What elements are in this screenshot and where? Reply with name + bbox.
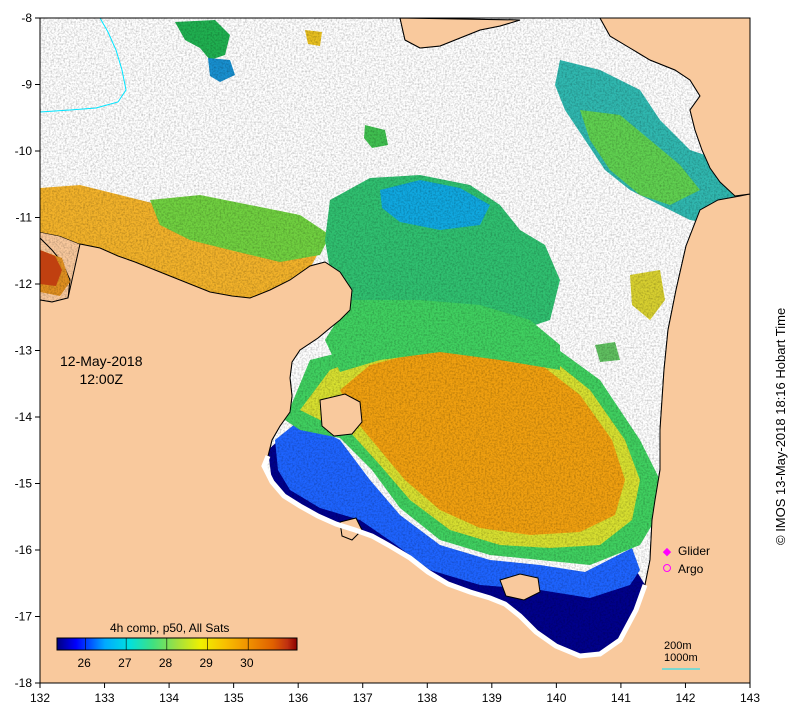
colorbar-tick-label: 29 <box>199 656 213 670</box>
x-tick-label: 143 <box>740 691 760 705</box>
y-tick-label: -11 <box>16 211 33 225</box>
y-tick-label: -14 <box>15 410 33 424</box>
y-tick-label: -8 <box>21 11 32 25</box>
x-axis: 132 133 134 135 136 137 138 139 140 141 142 143 <box>30 683 760 705</box>
coastal-shelf-band <box>261 455 648 659</box>
y-axis: -8 -9 -10 -11 -12 -13 -14 -15 -16 -17 -18 <box>15 11 40 690</box>
legend-label-argo: Argo <box>678 562 704 576</box>
legend: ◆ Glider ⭘ Argo <box>660 542 710 578</box>
land-mask-mornington <box>499 573 541 601</box>
legend-item-glider: ◆ Glider <box>660 542 710 560</box>
x-tick-label: 137 <box>353 691 373 705</box>
colorbar <box>56 637 298 651</box>
date-label: 12-May-2018 12:00Z <box>60 352 143 388</box>
y-tick-label: -16 <box>15 543 33 557</box>
y-tick-label: -10 <box>15 144 33 158</box>
y-tick-label: -17 <box>15 610 33 624</box>
x-tick-label: 138 <box>417 691 437 705</box>
y-tick-label: -18 <box>15 676 33 690</box>
legend-item-argo: ⭘ Argo <box>660 560 710 578</box>
x-tick-label: 133 <box>95 691 115 705</box>
land-mask-ng <box>399 18 521 49</box>
credit-text: © IMOS 13-May-2018 18:16 Hobart Time <box>773 307 788 545</box>
land-mask-cape <box>599 18 750 197</box>
x-tick-label: 134 <box>159 691 179 705</box>
legend-label-glider: Glider <box>678 544 711 558</box>
circle-icon: ⭘ <box>662 562 672 575</box>
x-tick-label: 132 <box>30 691 50 705</box>
diamond-icon: ◆ <box>662 545 672 558</box>
colorbar-title: 4h comp, p50, All Sats <box>110 621 230 635</box>
x-tick-label: 140 <box>546 691 566 705</box>
scale-1000: 1000m <box>664 652 698 664</box>
y-tick-label: -12 <box>15 277 33 291</box>
x-tick-label: 142 <box>675 691 695 705</box>
y-tick-label: -9 <box>21 78 32 92</box>
colorbar-tick-label: 26 <box>77 656 91 670</box>
colorbar-ticks <box>85 638 249 650</box>
sst-hot-patch <box>40 250 62 286</box>
time-line: 12:00Z <box>79 371 124 387</box>
date-line: 12-May-2018 <box>60 353 143 369</box>
depth-scale: 200m 1000m <box>664 640 698 664</box>
x-tick-label: 141 <box>611 691 631 705</box>
colorbar-tick-label: 27 <box>118 656 132 670</box>
colorbar-tick-label: 30 <box>240 656 254 670</box>
x-tick-label: 139 <box>482 691 502 705</box>
scale-200: 200m <box>664 640 692 652</box>
x-tick-label: 135 <box>224 691 244 705</box>
y-tick-label: -15 <box>15 477 33 491</box>
land-mask-groote <box>319 393 363 437</box>
x-tick-label: 136 <box>288 691 308 705</box>
river-line <box>40 18 127 113</box>
y-tick-label: -13 <box>15 344 33 358</box>
colorbar-tick-label: 28 <box>158 656 173 670</box>
